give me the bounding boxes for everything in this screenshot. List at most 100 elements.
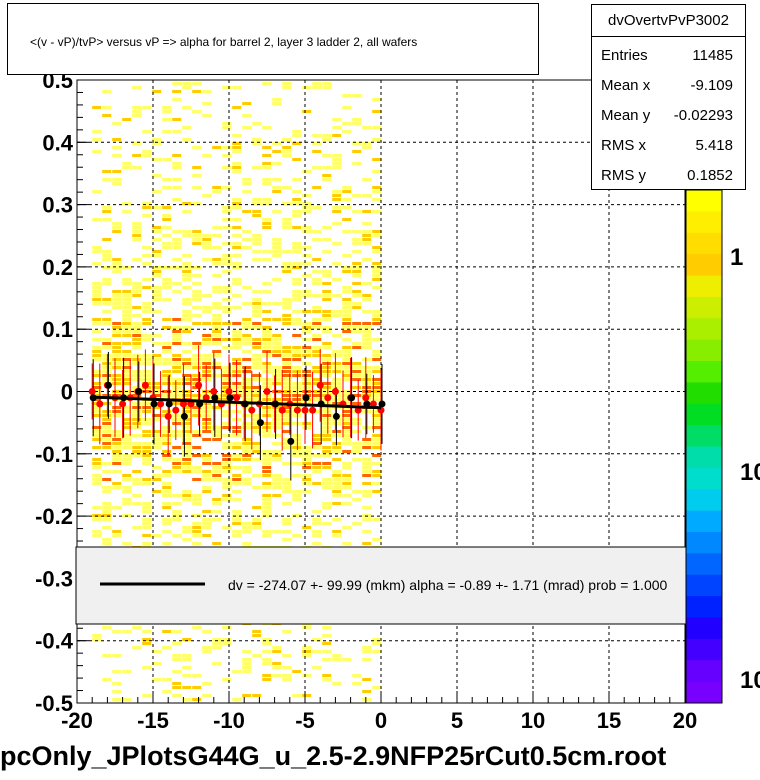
heatmap-cell — [342, 478, 352, 481]
heatmap-cell — [132, 446, 142, 449]
heatmap-cell — [352, 442, 362, 445]
heatmap-cell — [182, 426, 192, 429]
heatmap-cell — [272, 210, 282, 213]
heatmap-cell — [242, 414, 252, 417]
heatmap-cell — [102, 506, 112, 509]
heatmap-cell — [322, 642, 332, 645]
heatmap-cell — [262, 510, 272, 513]
heatmap-cell — [362, 178, 372, 181]
heatmap-cell — [122, 630, 132, 633]
heatmap-cell — [112, 354, 122, 357]
heatmap-cell — [252, 166, 262, 169]
heatmap-cell — [162, 342, 172, 345]
heatmap-cell — [352, 346, 362, 349]
heatmap-cell — [302, 450, 312, 453]
heatmap-cell — [322, 426, 332, 429]
colorbar-segment — [686, 638, 722, 661]
heatmap-cell — [222, 146, 232, 149]
heatmap-cell — [252, 506, 262, 509]
heatmap-cell — [272, 482, 282, 485]
heatmap-cell — [212, 234, 222, 237]
stat-row-entries: Entries 11485 — [592, 41, 745, 71]
red-data-point — [301, 406, 309, 414]
heatmap-cell — [102, 310, 112, 313]
heatmap-cell — [112, 122, 122, 125]
heatmap-cell — [102, 362, 112, 365]
heatmap-cell — [102, 654, 112, 657]
heatmap-cell — [112, 334, 122, 337]
heatmap-cell — [272, 186, 282, 189]
heatmap-cell — [182, 462, 192, 465]
heatmap-cell — [122, 486, 132, 489]
heatmap-cell — [162, 358, 172, 361]
heatmap-cell — [122, 490, 132, 493]
heatmap-cell — [322, 358, 332, 361]
heatmap-cell — [212, 146, 222, 149]
heatmap-cell — [132, 482, 142, 485]
heatmap-cell — [292, 262, 302, 265]
heatmap-cell — [352, 262, 362, 265]
heatmap-cell — [262, 662, 272, 665]
heatmap-cell — [362, 470, 372, 473]
heatmap-cell — [172, 470, 182, 473]
heatmap-cell — [182, 538, 192, 541]
heatmap-cell — [212, 318, 222, 321]
heatmap-cell — [342, 370, 352, 373]
heatmap-cell — [172, 514, 182, 517]
heatmap-cell — [272, 178, 282, 181]
heatmap-cell — [212, 434, 222, 437]
heatmap-cell — [132, 358, 142, 361]
heatmap-cell — [372, 250, 382, 253]
heatmap-cell — [102, 378, 112, 381]
stat-key: Mean x — [601, 77, 651, 94]
heatmap-cell — [162, 438, 172, 441]
heatmap-cell — [292, 442, 302, 445]
heatmap-cell — [282, 418, 292, 421]
heatmap-cell — [192, 306, 202, 309]
heatmap-cell — [242, 522, 252, 525]
heatmap-cell — [362, 366, 372, 369]
heatmap-cell — [162, 430, 172, 433]
heatmap-cell — [142, 642, 152, 645]
heatmap-cell — [152, 142, 162, 145]
heatmap-cell — [112, 482, 122, 485]
heatmap-cell — [372, 246, 382, 249]
heatmap-cell — [172, 694, 182, 697]
heatmap-cell — [372, 138, 382, 141]
heatmap-cell — [352, 682, 362, 685]
heatmap-cell — [112, 410, 122, 413]
heatmap-cell — [132, 346, 142, 349]
heatmap-cell — [262, 502, 272, 505]
heatmap-cell — [282, 354, 292, 357]
heatmap-cell — [102, 526, 112, 529]
heatmap-cell — [122, 498, 132, 501]
heatmap-cell — [112, 230, 122, 233]
heatmap-cell — [212, 438, 222, 441]
heatmap-cell — [312, 446, 322, 449]
heatmap-cell — [252, 458, 262, 461]
heatmap-cell — [262, 674, 272, 677]
heatmap-cell — [182, 326, 192, 329]
heatmap-cell — [222, 218, 232, 221]
heatmap-cell — [182, 210, 192, 213]
heatmap-cell — [372, 454, 382, 457]
heatmap-cell — [262, 482, 272, 485]
heatmap-cell — [112, 290, 122, 293]
heatmap-cell — [302, 462, 312, 465]
heatmap-cell — [282, 138, 292, 141]
heatmap-cell — [332, 166, 342, 169]
heatmap-cell — [342, 330, 352, 333]
heatmap-cell — [132, 442, 142, 445]
heatmap-cell — [202, 362, 212, 365]
heatmap-cell — [162, 390, 172, 393]
heatmap-cell — [112, 222, 122, 225]
red-data-point — [195, 381, 203, 389]
heatmap-cell — [312, 370, 322, 373]
colorbar-label: 1 — [730, 244, 743, 271]
heatmap-cell — [312, 638, 322, 641]
heatmap-cell — [172, 466, 182, 469]
heatmap-cell — [222, 262, 232, 265]
heatmap-cell — [162, 266, 172, 269]
heatmap-cell — [162, 158, 172, 161]
heatmap-cell — [122, 350, 132, 353]
